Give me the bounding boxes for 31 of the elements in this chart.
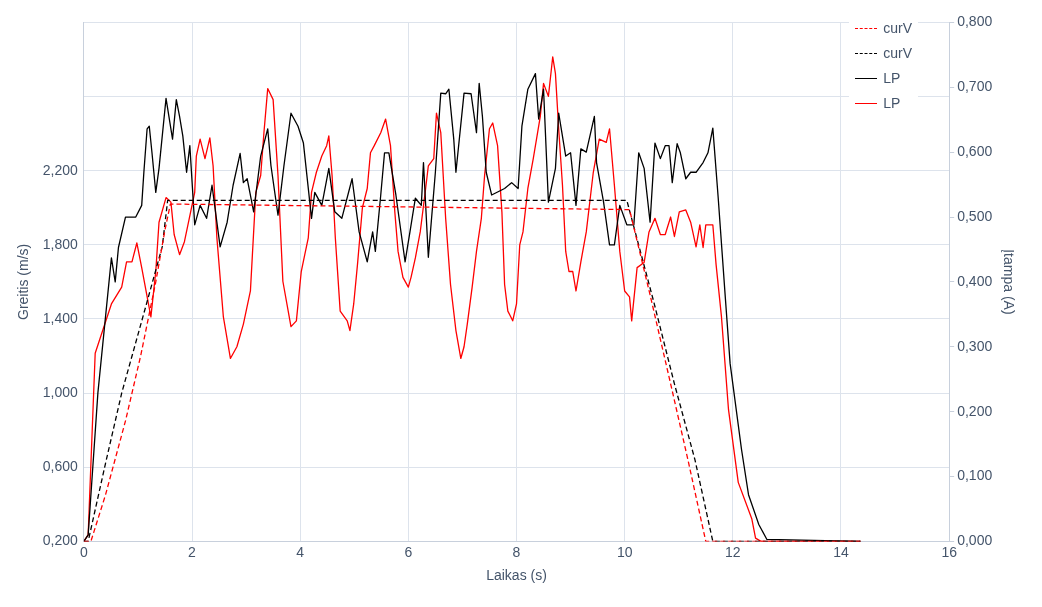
y2-axis-title: Įtampa (A) [1000,249,1017,315]
legend-label: LP [883,95,901,111]
y2-tick-label: 0,600 [957,143,993,160]
x-tick-label: 4 [296,543,305,560]
legend-label: LP [883,70,901,86]
y-tick-label: 2,200 [42,161,79,178]
y-tick-label: 0,200 [42,532,79,549]
y-tick-label: 1,800 [42,235,79,252]
y2-tick-label: 0,300 [957,337,993,354]
y-axis-title: Greitis (m/s) [15,243,32,321]
x-tick-label: 6 [404,543,413,560]
x-tick-label: 16 [941,543,958,560]
x-tick-label: 0 [79,543,88,560]
y-tick-label: 1,000 [42,383,79,400]
y2-tick-label: 0,700 [957,78,993,95]
y2-tick-label: 0,800 [957,13,993,30]
x-tick-label: 14 [833,543,849,560]
x-tick-label: 10 [616,543,633,560]
y-tick-label: 0,600 [42,458,79,475]
y2-tick-label: 0,000 [957,532,993,549]
y2-tick-label: 0,200 [957,402,993,419]
x-tick-label: 8 [512,543,521,560]
x-axis-title: Laikas (s) [486,567,547,584]
y2-tick-label: 0,100 [957,467,993,484]
x-tick-label: 12 [725,543,741,560]
y2-tick-label: 0,400 [957,272,993,289]
y-tick-label: 1,400 [42,309,79,326]
x-tick-label: 2 [188,543,197,560]
legend-label: curV [883,20,912,36]
y2-tick-label: 0,500 [957,207,993,224]
legend-label: curV [883,45,912,61]
